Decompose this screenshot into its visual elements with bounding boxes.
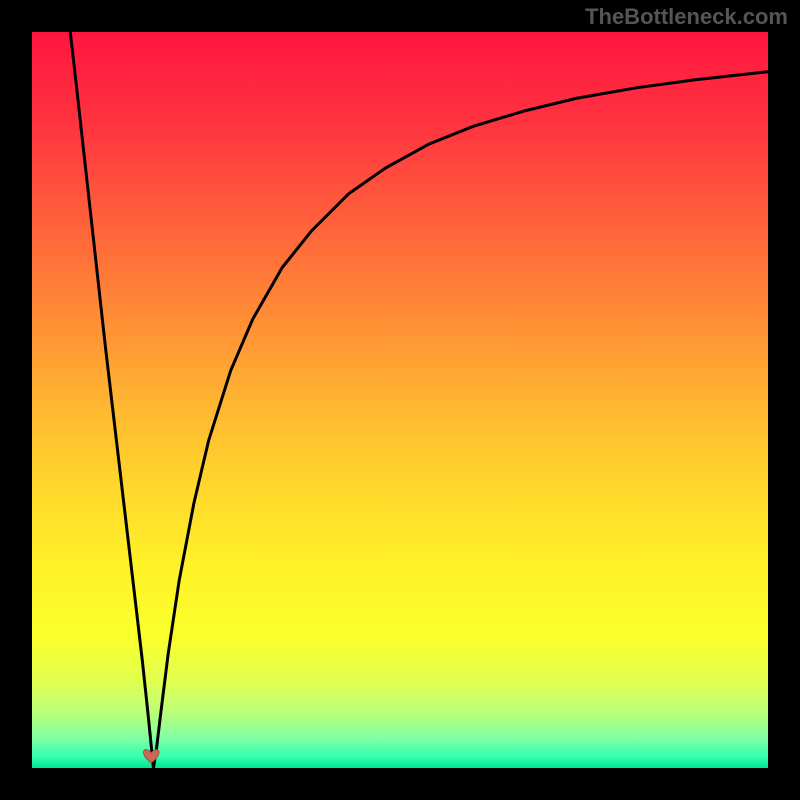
watermark-text: TheBottleneck.com: [585, 4, 788, 30]
chart-svg: [0, 0, 800, 800]
bottleneck-chart: [0, 0, 800, 800]
